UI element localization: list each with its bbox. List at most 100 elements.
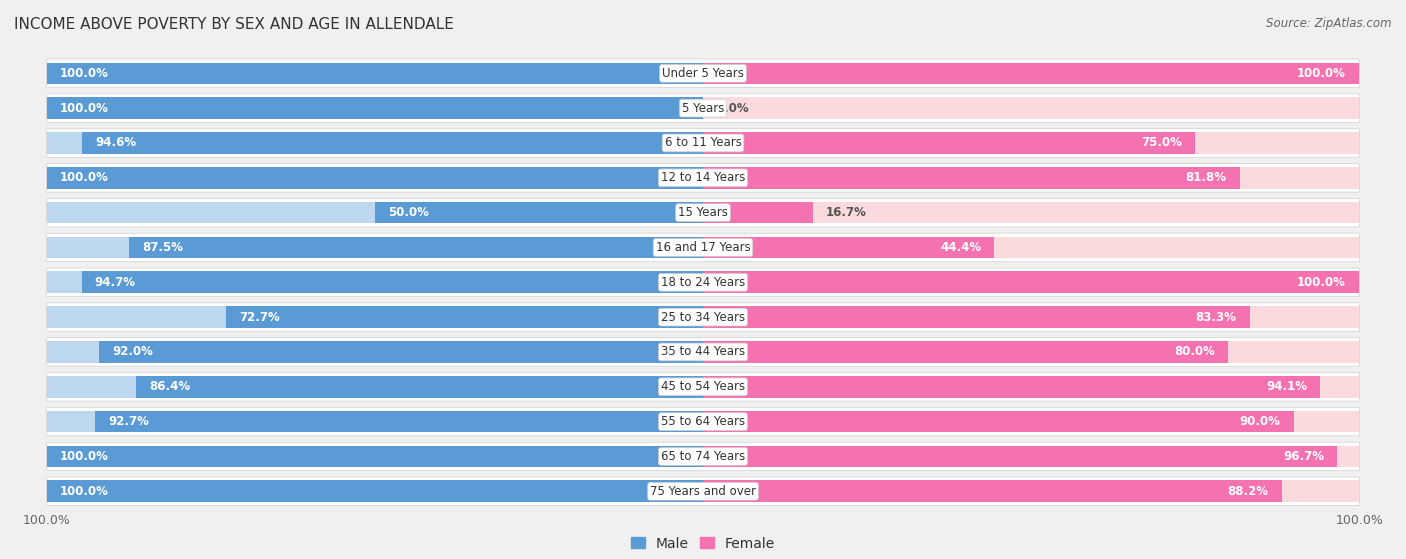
Bar bbox=[82, 272, 703, 293]
Bar bbox=[46, 63, 703, 84]
Bar bbox=[703, 63, 1360, 84]
Text: 100.0%: 100.0% bbox=[60, 485, 108, 498]
Text: 5 Years: 5 Years bbox=[682, 102, 724, 115]
Bar bbox=[46, 411, 703, 433]
FancyBboxPatch shape bbox=[46, 408, 1360, 436]
Bar bbox=[136, 376, 703, 397]
Legend: Male, Female: Male, Female bbox=[626, 531, 780, 556]
Bar bbox=[46, 97, 703, 119]
Text: INCOME ABOVE POVERTY BY SEX AND AGE IN ALLENDALE: INCOME ABOVE POVERTY BY SEX AND AGE IN A… bbox=[14, 17, 454, 32]
FancyBboxPatch shape bbox=[46, 233, 1360, 262]
FancyBboxPatch shape bbox=[46, 477, 1360, 505]
Bar bbox=[703, 272, 1360, 293]
FancyBboxPatch shape bbox=[46, 303, 1360, 331]
Bar bbox=[703, 272, 1360, 293]
Bar bbox=[703, 341, 1360, 363]
Text: 100.0%: 100.0% bbox=[60, 171, 108, 184]
Bar bbox=[46, 272, 703, 293]
FancyBboxPatch shape bbox=[46, 129, 1360, 157]
FancyBboxPatch shape bbox=[46, 338, 1360, 366]
FancyBboxPatch shape bbox=[46, 59, 1360, 88]
Bar bbox=[703, 341, 1227, 363]
Bar bbox=[703, 167, 1240, 188]
Bar bbox=[703, 306, 1250, 328]
Text: 100.0%: 100.0% bbox=[1298, 276, 1346, 289]
Bar bbox=[703, 446, 1360, 467]
Text: 6 to 11 Years: 6 to 11 Years bbox=[665, 136, 741, 149]
Bar bbox=[703, 202, 813, 224]
Bar bbox=[703, 132, 1360, 154]
Bar bbox=[703, 97, 1360, 119]
Text: 18 to 24 Years: 18 to 24 Years bbox=[661, 276, 745, 289]
Text: 94.1%: 94.1% bbox=[1267, 380, 1308, 394]
Bar bbox=[46, 341, 703, 363]
Text: 86.4%: 86.4% bbox=[149, 380, 190, 394]
Bar bbox=[703, 236, 994, 258]
Text: 92.0%: 92.0% bbox=[112, 345, 153, 358]
Text: 0.0%: 0.0% bbox=[716, 102, 749, 115]
Bar bbox=[703, 236, 1360, 258]
Bar bbox=[703, 376, 1320, 397]
Bar bbox=[129, 236, 703, 258]
Text: 35 to 44 Years: 35 to 44 Years bbox=[661, 345, 745, 358]
Text: 88.2%: 88.2% bbox=[1227, 485, 1268, 498]
Text: 44.4%: 44.4% bbox=[941, 241, 981, 254]
Text: 81.8%: 81.8% bbox=[1185, 171, 1226, 184]
Bar bbox=[703, 167, 1360, 188]
Bar bbox=[226, 306, 703, 328]
Text: 16 and 17 Years: 16 and 17 Years bbox=[655, 241, 751, 254]
Text: Source: ZipAtlas.com: Source: ZipAtlas.com bbox=[1267, 17, 1392, 30]
Text: 12 to 14 Years: 12 to 14 Years bbox=[661, 171, 745, 184]
FancyBboxPatch shape bbox=[46, 164, 1360, 192]
Text: 100.0%: 100.0% bbox=[60, 67, 108, 80]
Bar bbox=[703, 481, 1360, 502]
Bar bbox=[100, 341, 703, 363]
Bar bbox=[46, 481, 703, 502]
Bar bbox=[46, 97, 703, 119]
Text: 100.0%: 100.0% bbox=[60, 450, 108, 463]
FancyBboxPatch shape bbox=[46, 372, 1360, 401]
Text: 87.5%: 87.5% bbox=[142, 241, 183, 254]
Bar bbox=[46, 376, 703, 397]
Text: 100.0%: 100.0% bbox=[1298, 67, 1346, 80]
Bar bbox=[46, 132, 703, 154]
Text: Under 5 Years: Under 5 Years bbox=[662, 67, 744, 80]
FancyBboxPatch shape bbox=[46, 442, 1360, 471]
Text: 45 to 54 Years: 45 to 54 Years bbox=[661, 380, 745, 394]
Bar bbox=[703, 132, 1195, 154]
Text: 16.7%: 16.7% bbox=[825, 206, 866, 219]
Bar bbox=[46, 167, 703, 188]
Text: 65 to 74 Years: 65 to 74 Years bbox=[661, 450, 745, 463]
FancyBboxPatch shape bbox=[46, 268, 1360, 297]
Bar bbox=[703, 411, 1360, 433]
Bar bbox=[46, 446, 703, 467]
Bar bbox=[46, 202, 703, 224]
Text: 83.3%: 83.3% bbox=[1195, 311, 1236, 324]
Bar bbox=[703, 411, 1294, 433]
Bar bbox=[94, 411, 703, 433]
Bar bbox=[46, 63, 703, 84]
Text: 75 Years and over: 75 Years and over bbox=[650, 485, 756, 498]
Bar bbox=[83, 132, 703, 154]
Bar bbox=[703, 446, 1337, 467]
Text: 75.0%: 75.0% bbox=[1142, 136, 1182, 149]
Text: 92.7%: 92.7% bbox=[108, 415, 149, 428]
Text: 94.6%: 94.6% bbox=[96, 136, 136, 149]
Text: 50.0%: 50.0% bbox=[388, 206, 429, 219]
Text: 100.0%: 100.0% bbox=[60, 102, 108, 115]
Text: 90.0%: 90.0% bbox=[1240, 415, 1281, 428]
Bar bbox=[703, 376, 1360, 397]
Bar bbox=[703, 202, 1360, 224]
Text: 55 to 64 Years: 55 to 64 Years bbox=[661, 415, 745, 428]
Text: 80.0%: 80.0% bbox=[1174, 345, 1215, 358]
Bar bbox=[703, 306, 1360, 328]
Bar bbox=[46, 167, 703, 188]
Bar bbox=[375, 202, 703, 224]
FancyBboxPatch shape bbox=[46, 198, 1360, 227]
Text: 25 to 34 Years: 25 to 34 Years bbox=[661, 311, 745, 324]
Bar bbox=[703, 63, 1360, 84]
Bar bbox=[46, 236, 703, 258]
Text: 94.7%: 94.7% bbox=[94, 276, 136, 289]
FancyBboxPatch shape bbox=[46, 94, 1360, 122]
Bar bbox=[46, 481, 703, 502]
